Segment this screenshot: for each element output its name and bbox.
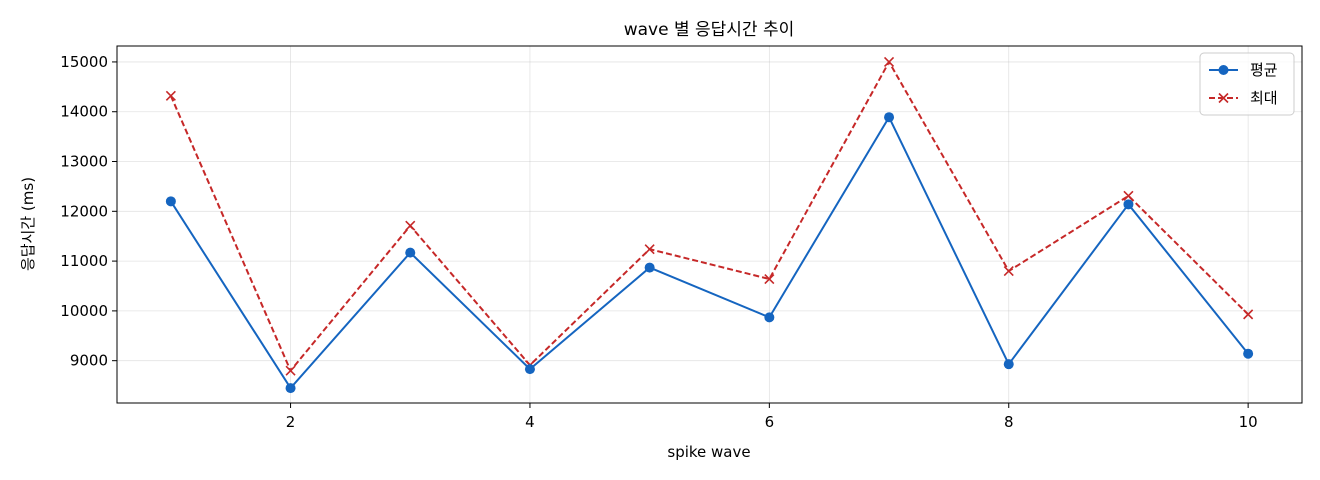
- series-max: [165, 56, 1254, 376]
- data-point-avg: [165, 196, 176, 207]
- y-tick-label: 15000: [60, 53, 108, 71]
- legend-box: [1199, 52, 1295, 116]
- data-point-avg: [1123, 199, 1134, 210]
- x-tick-label: 2: [286, 413, 296, 431]
- data-point-max: [644, 244, 655, 255]
- legend: 평균 최대: [1199, 52, 1295, 116]
- chart-title: wave 별 응답시간 추이: [624, 20, 795, 40]
- ticks: 2 4 6 8 10 9000 10000 11000 12000 13000 14000 15000: [60, 53, 1257, 431]
- x-tick-label: 8: [1004, 413, 1014, 431]
- y-tick-label: 13000: [60, 153, 108, 171]
- y-tick-label: 9000: [70, 352, 108, 370]
- data-point-max: [883, 56, 895, 67]
- data-point-max: [1003, 265, 1014, 277]
- series-line-avg: [170, 116, 1249, 390]
- data-point-max: [165, 90, 176, 101]
- series-layer: [165, 56, 1254, 394]
- data-point-avg: [405, 247, 416, 258]
- x-tick-label: 4: [525, 413, 535, 431]
- plot-frame: [116, 45, 1303, 404]
- data-point-avg: [1003, 359, 1014, 370]
- x-tick-label: 10: [1239, 413, 1258, 431]
- series-avg: [165, 112, 1254, 394]
- y-axis-label: 응답시간 (ms): [19, 177, 37, 271]
- y-tick-label: 12000: [60, 202, 108, 220]
- data-point-max: [405, 220, 416, 231]
- legend-marker-max: [1218, 92, 1229, 104]
- data-point-max: [1243, 309, 1254, 320]
- data-point-max: [285, 365, 296, 376]
- data-point-max: [764, 273, 775, 285]
- x-tick-label: 6: [765, 413, 775, 431]
- data-point-avg: [285, 383, 296, 394]
- y-tick-label: 14000: [60, 103, 108, 121]
- legend-label-avg: 평균: [1250, 61, 1278, 79]
- data-point-avg: [644, 262, 655, 273]
- y-tick-label: 11000: [60, 252, 108, 270]
- x-axis-label: spike wave: [667, 443, 750, 461]
- y-tick-label: 10000: [60, 302, 108, 320]
- legend-label-max: 최대: [1250, 89, 1278, 107]
- legend-marker-avg: [1218, 65, 1229, 75]
- series-line-max: [169, 60, 1249, 372]
- data-point-avg: [524, 364, 535, 375]
- data-point-avg: [884, 112, 895, 123]
- data-point-avg: [764, 312, 775, 323]
- data-point-avg: [1243, 348, 1254, 359]
- data-point-max: [1123, 190, 1134, 201]
